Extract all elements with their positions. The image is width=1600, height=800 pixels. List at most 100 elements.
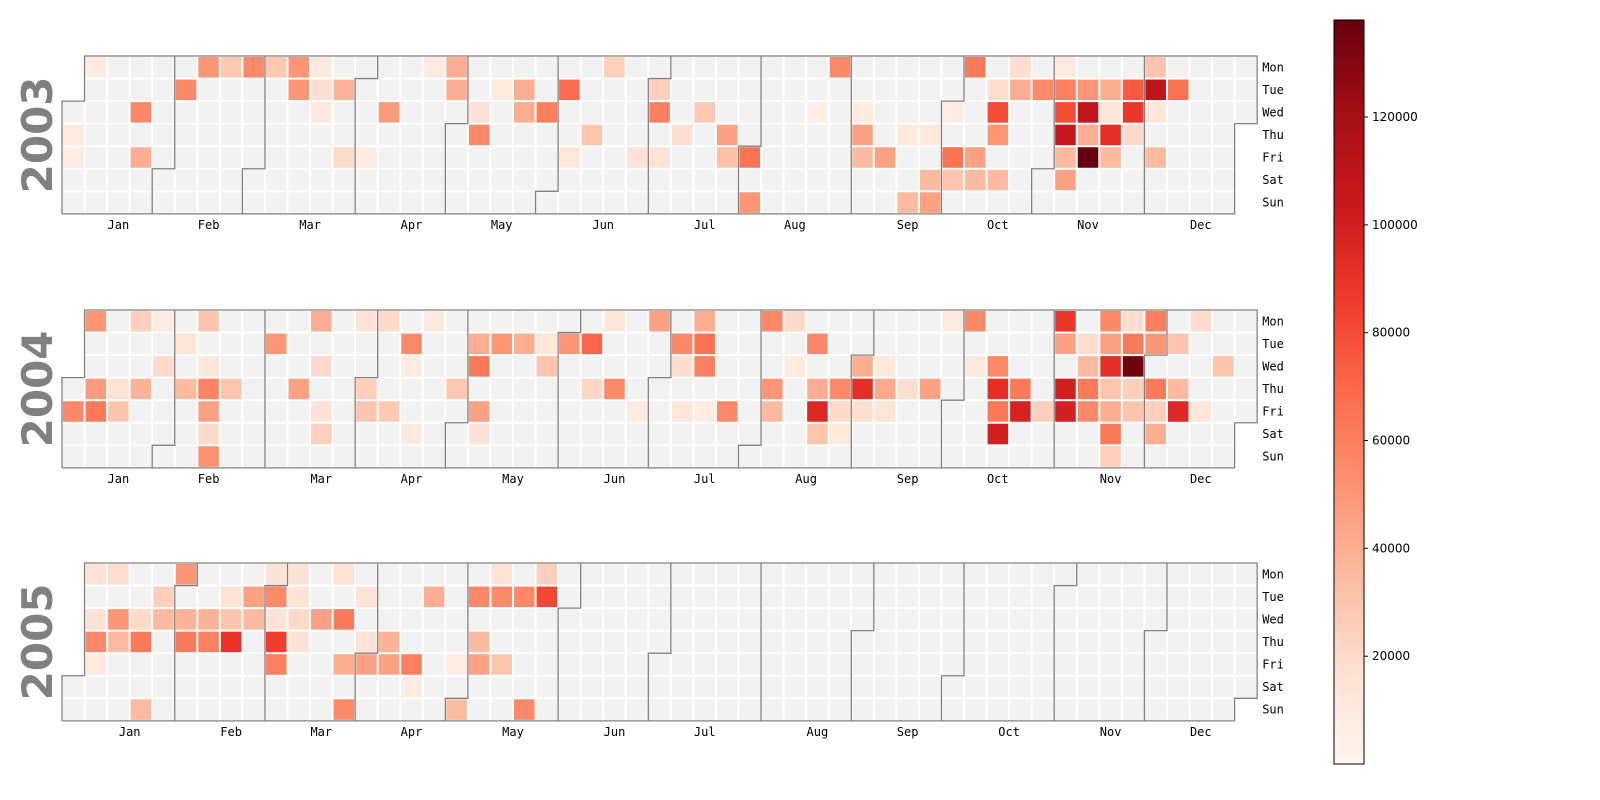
heatmap-cell-empty	[716, 79, 738, 101]
heatmap-cell-value: 55000	[468, 124, 490, 146]
heatmap-cell-empty	[942, 676, 963, 698]
heatmap-cell-empty	[1235, 401, 1257, 422]
month-border	[850, 563, 875, 721]
month-label: Nov	[1077, 218, 1099, 232]
heatmap-cell-empty	[874, 423, 896, 445]
heatmap-cell-empty	[1167, 676, 1189, 698]
heatmap-cell-empty	[536, 609, 558, 630]
heatmap-cell-empty	[243, 423, 264, 445]
heatmap-cell-value: 62000	[1145, 378, 1166, 400]
heatmap-cell-empty	[401, 169, 422, 191]
heatmap-cell-empty	[333, 124, 355, 146]
heatmap-cell-empty	[265, 311, 287, 332]
heatmap-cell-empty	[874, 676, 896, 698]
heatmap-cell-value: 92000	[987, 378, 1009, 400]
heatmap-cell-value: 40000	[694, 311, 715, 332]
heatmap-cell-empty	[130, 333, 152, 355]
heatmap-cell-value: 45000	[356, 654, 377, 675]
heatmap-cell-empty	[784, 423, 806, 445]
heatmap-cell-value: 18000	[1190, 311, 1212, 332]
heatmap-cell-empty	[694, 654, 715, 675]
heatmap-cell-empty	[965, 631, 986, 653]
heatmap-cell-empty	[829, 609, 851, 630]
month-label: Aug	[807, 725, 829, 739]
heatmap-cell-empty	[491, 356, 512, 377]
heatmap-cell-empty	[671, 564, 693, 585]
heatmap-cell-empty	[401, 57, 422, 78]
colorbar-tick-label: 120000	[1372, 110, 1418, 124]
heatmap-cell-empty	[536, 311, 558, 332]
heatmap-cell-empty	[739, 102, 761, 123]
heatmap-cell-empty	[581, 654, 603, 675]
heatmap-cell-value: 18000	[311, 79, 332, 101]
heatmap-cell-empty	[423, 169, 445, 191]
heatmap-cell-empty	[897, 311, 918, 332]
heatmap-cell-empty	[491, 192, 512, 213]
heatmap-cell-empty	[919, 423, 941, 445]
heatmap-cell-empty	[288, 676, 310, 698]
heatmap-cell-empty	[694, 676, 715, 698]
heatmap-cell-empty	[220, 564, 242, 585]
heatmap-cell-empty	[1167, 564, 1189, 585]
heatmap-cell-empty	[784, 57, 806, 78]
heatmap-cell-empty	[220, 311, 242, 332]
heatmap-cell-empty	[716, 57, 738, 78]
heatmap-cell-empty	[220, 147, 242, 168]
heatmap-cell-empty	[694, 378, 715, 400]
heatmap-cell-empty	[378, 423, 400, 445]
heatmap-cell-empty	[1235, 356, 1257, 377]
heatmap-cell-value: 45000	[1055, 333, 1076, 355]
heatmap-cell-empty	[716, 311, 738, 332]
heatmap-cell-empty	[807, 57, 828, 78]
heatmap-cell-empty	[829, 192, 851, 213]
heatmap-cell-empty	[1010, 147, 1031, 168]
heatmap-cell-empty	[85, 356, 107, 377]
heatmap-cell-value: 20000	[288, 609, 310, 630]
heatmap-cell-empty	[942, 378, 963, 400]
weekday-label: Fri	[1262, 151, 1284, 165]
heatmap-cell-empty	[491, 676, 512, 698]
heatmap-cell-empty	[897, 79, 918, 101]
heatmap-cell-value: 30000	[536, 356, 558, 377]
heatmap-cell-empty	[243, 676, 264, 698]
heatmap-cell-empty	[1055, 564, 1076, 585]
heatmap-cell-empty	[807, 654, 828, 675]
heatmap-cell-empty	[807, 446, 828, 467]
heatmap-cell-empty	[626, 609, 648, 630]
heatmap-cell-value: 15000	[288, 586, 310, 608]
heatmap-cell-value: 35000	[987, 169, 1009, 191]
month-label: Aug	[795, 472, 817, 486]
heatmap-cell-empty	[1213, 676, 1234, 698]
heatmap-cell-empty	[671, 169, 693, 191]
heatmap-cell-empty	[333, 423, 355, 445]
heatmap-cell-value: 55000	[130, 102, 152, 123]
month-label: Oct	[998, 725, 1020, 739]
heatmap-cell-empty	[468, 192, 490, 213]
heatmap-cell-empty	[1145, 699, 1166, 720]
heatmap-cell-value: 40000	[1100, 401, 1121, 422]
heatmap-cell-empty	[1100, 654, 1121, 675]
heatmap-cell-empty	[1190, 654, 1212, 675]
heatmap-cell-empty	[514, 423, 535, 445]
month-label: Jan	[108, 472, 130, 486]
heatmap-cell-value: 58000	[198, 378, 219, 400]
heatmap-cell-value: 15000	[874, 401, 896, 422]
heatmap-cell-value: 40000	[1077, 124, 1099, 146]
month-label: Jan	[108, 218, 130, 232]
heatmap-cell-value: 55000	[987, 356, 1009, 377]
month-label: Nov	[1100, 725, 1122, 739]
heatmap-cell-empty	[762, 699, 783, 720]
year-label: 2003	[13, 76, 62, 193]
heatmap-cell-empty	[1010, 169, 1031, 191]
heatmap-cell-value: 10000	[965, 356, 986, 377]
heatmap-cell-empty	[987, 699, 1009, 720]
heatmap-cell-empty	[694, 609, 715, 630]
heatmap-cell-empty	[626, 192, 648, 213]
heatmap-cell-empty	[423, 378, 445, 400]
heatmap-cell-empty	[1077, 311, 1099, 332]
heatmap-cell-empty	[807, 676, 828, 698]
heatmap-cell-empty	[807, 169, 828, 191]
heatmap-cell-empty	[852, 423, 873, 445]
heatmap-cell-empty	[1010, 564, 1031, 585]
